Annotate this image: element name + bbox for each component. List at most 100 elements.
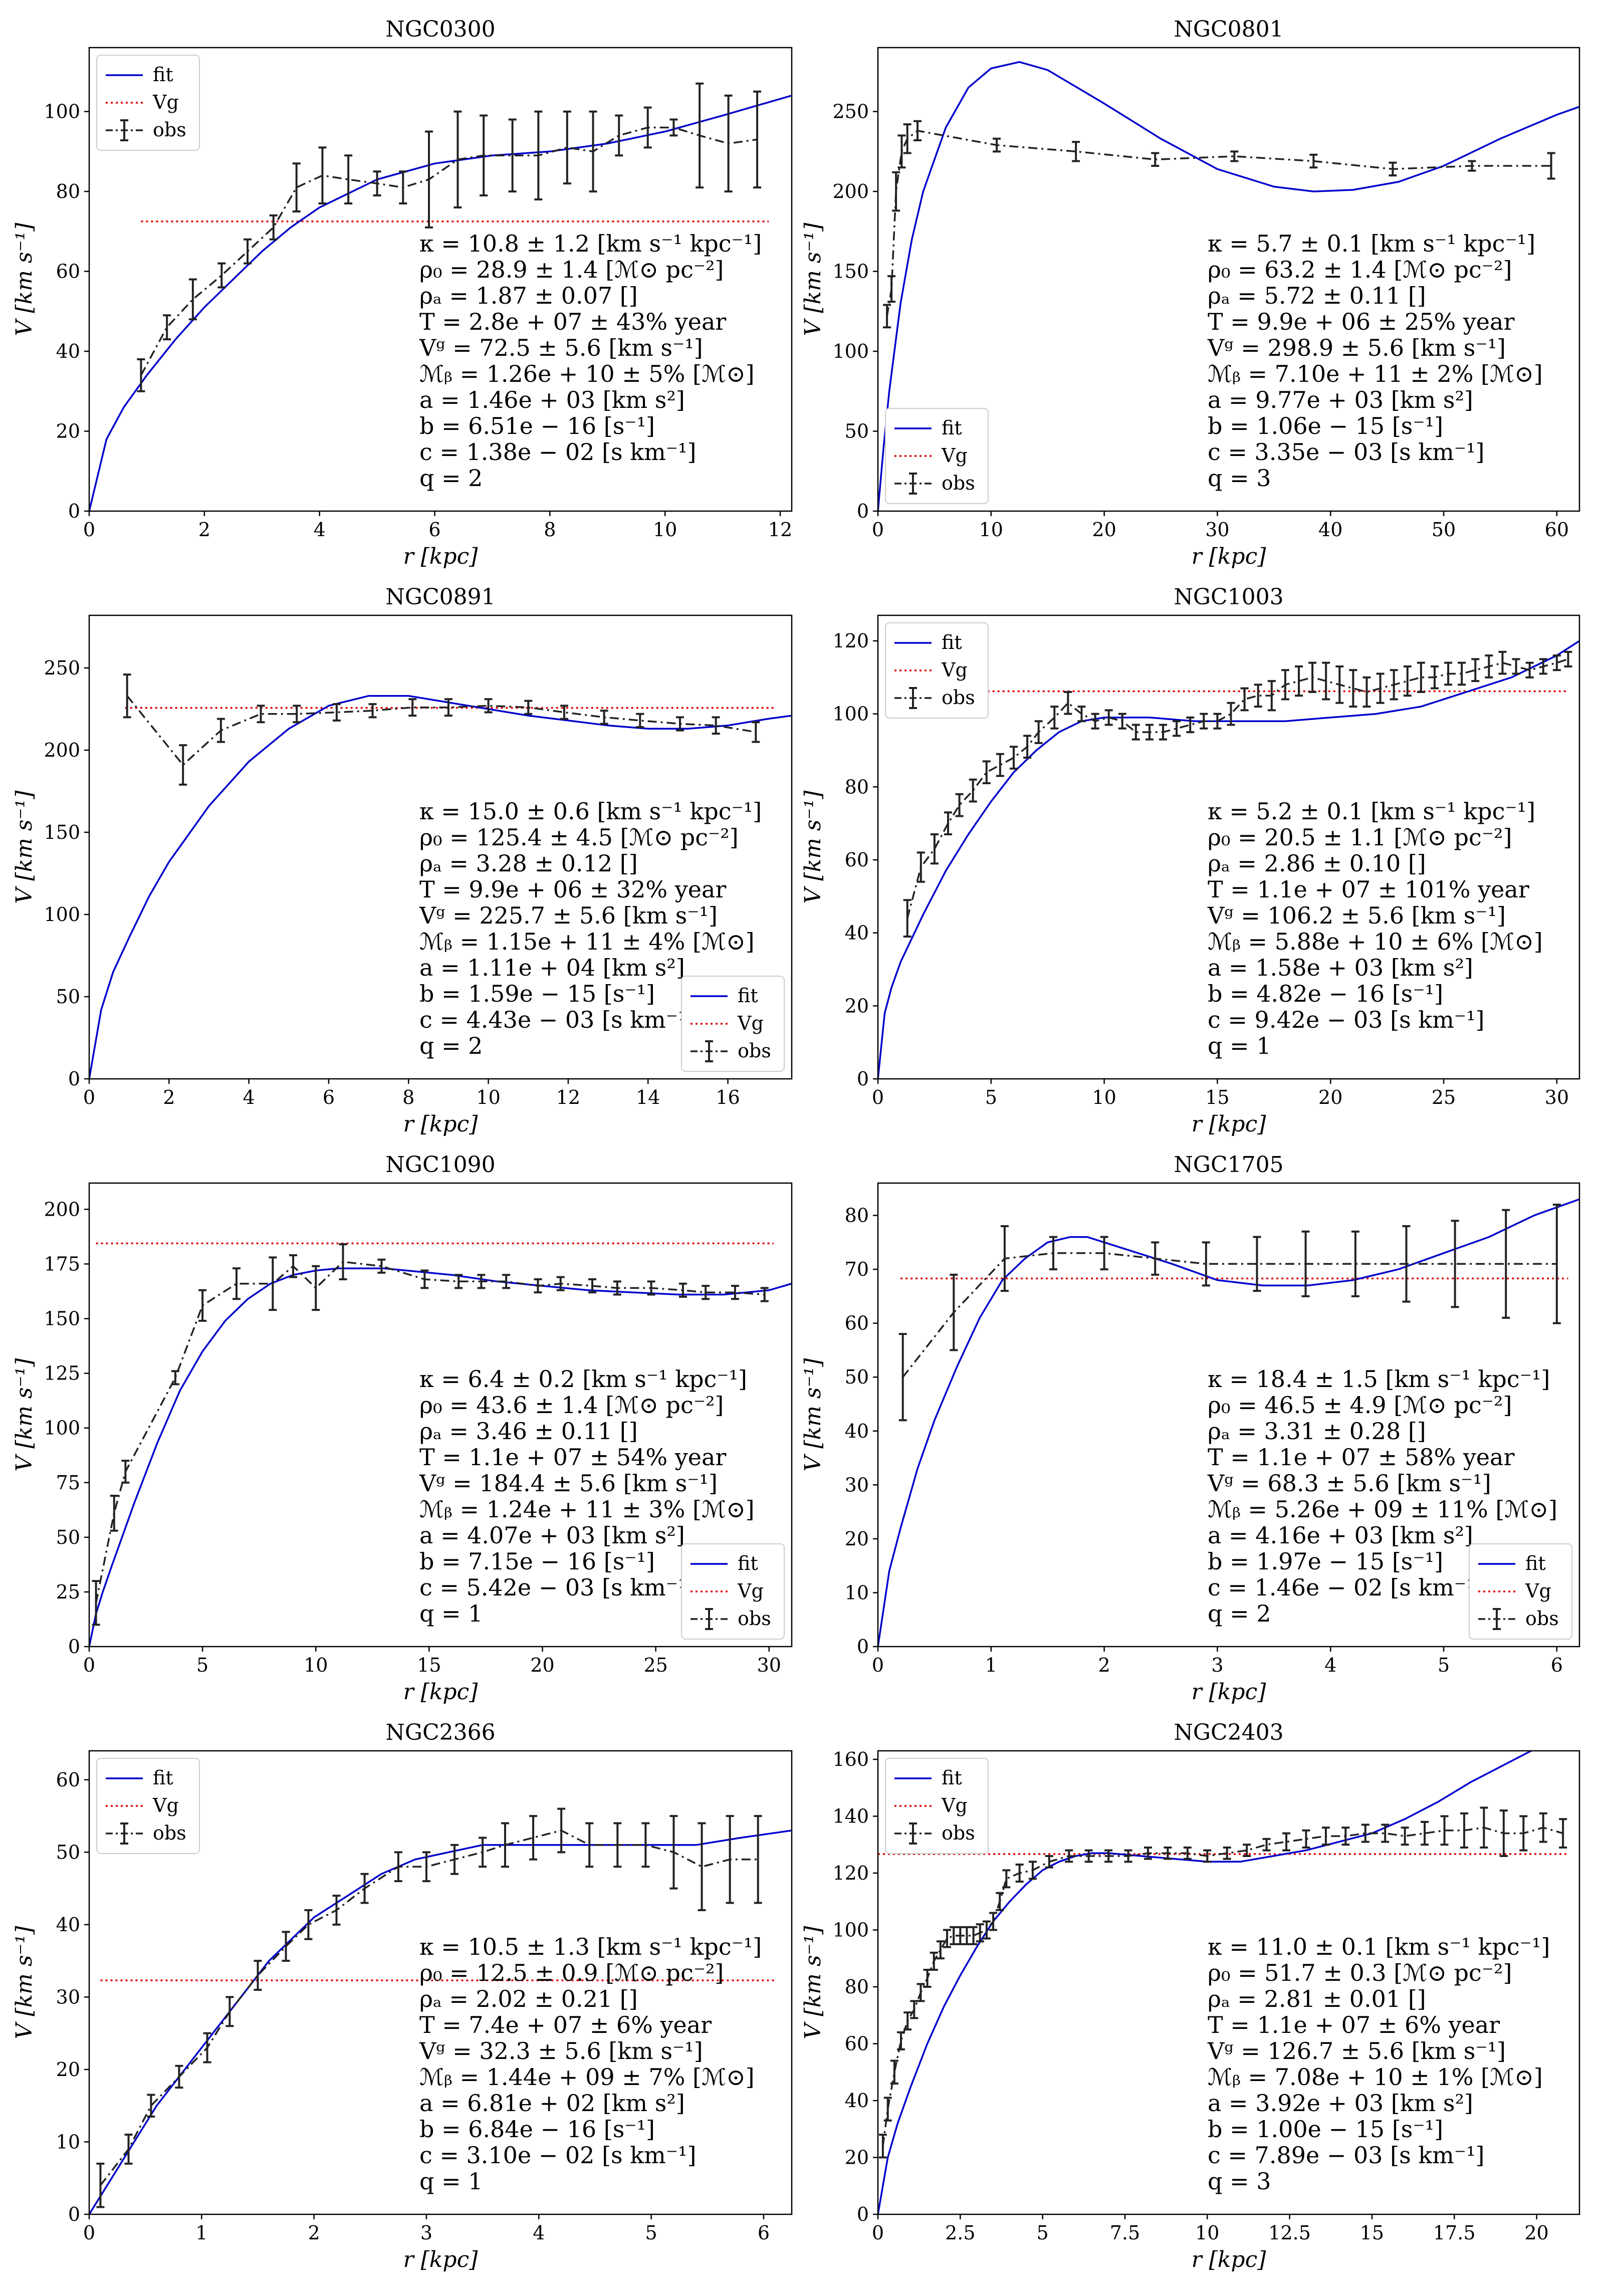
obs-errorbar xyxy=(613,1280,621,1296)
y-axis-label: V [km s⁻¹] xyxy=(12,222,37,336)
plot-frame xyxy=(877,614,1580,1080)
obs-errorbar xyxy=(1390,669,1398,701)
x-axis-label: r [kpc] xyxy=(403,1111,479,1137)
fit-parameter: a = 3.92e + 03 [km s²] xyxy=(1208,2090,1473,2117)
plot-frame xyxy=(88,614,793,1080)
obs-errorbar xyxy=(508,118,517,193)
plot-area xyxy=(89,1807,792,2214)
obs-errorbar xyxy=(647,1280,655,1296)
obs-errorbar xyxy=(898,1333,907,1422)
x-tick-label: 60 xyxy=(1545,519,1569,541)
obs-errorbar xyxy=(1213,713,1222,730)
obs-errorbar xyxy=(1430,665,1439,690)
x-tick-label: 8 xyxy=(402,1086,414,1108)
y-tick-label: 50 xyxy=(56,986,80,1008)
obs-errorbar xyxy=(1539,658,1547,675)
obs-errorbar xyxy=(1349,669,1357,708)
y-tick-label: 80 xyxy=(845,1976,869,1998)
obs-errorbar xyxy=(1309,153,1318,169)
plot-area xyxy=(89,1242,792,1647)
obs-errorbar xyxy=(1267,680,1276,712)
fit-parameter: c = 1.46e − 02 [s km⁻¹] xyxy=(1208,1574,1484,1601)
obs-errorbar xyxy=(312,1265,320,1311)
legend-vg-label: Vg xyxy=(941,1794,968,1816)
obs-errorbar xyxy=(1525,661,1534,678)
obs-errorbar xyxy=(1552,1204,1561,1324)
obs-errorbar xyxy=(293,705,301,724)
y-tick-label: 50 xyxy=(56,1526,80,1548)
obs-errorbar xyxy=(422,1851,430,1883)
y-axis-label: V [km s⁻¹] xyxy=(12,1358,37,1472)
fit-parameter: ℳᵦ = 1.24e + 11 ± 3% [ℳ⊙] xyxy=(419,1496,755,1523)
fit-parameter: b = 1.00e − 15 [s⁻¹] xyxy=(1208,2116,1443,2143)
fit-curve xyxy=(878,61,1579,511)
obs-errorbar xyxy=(425,130,433,228)
fit-parameters: κ = 10.5 ± 1.3 [km s⁻¹ kpc⁻¹]ρ₀ = 12.5 ±… xyxy=(419,1933,762,2195)
obs-errorbar xyxy=(454,1274,463,1289)
obs-errorbar xyxy=(1009,746,1018,770)
obs-errorbar xyxy=(477,1274,486,1289)
x-tick-label: 20 xyxy=(530,1654,554,1676)
fit-parameter: T = 7.4e + 07 ± 6% year xyxy=(419,2011,712,2038)
obs-errorbar xyxy=(883,2097,892,2122)
y-tick-label: 200 xyxy=(44,1198,80,1220)
fit-parameter: ρₐ = 3.31 ± 0.28 [] xyxy=(1208,1418,1426,1445)
x-tick-label: 25 xyxy=(643,1654,667,1676)
y-tick-label: 100 xyxy=(832,703,869,725)
chart-panel-7: NGC2403 0 2.5 5 7.5 10 12.5 15 17.5 20 0 20 40 60 80 10… xyxy=(800,1720,1580,2272)
fit-parameter: ρ₀ = 125.4 ± 4.5 [ℳ⊙ pc⁻²] xyxy=(419,824,739,851)
fit-parameter: T = 1.1e + 07 ± 54% year xyxy=(419,1444,726,1471)
obs-errorbar xyxy=(524,700,533,715)
fit-parameter: ρₐ = 2.86 ± 0.10 [] xyxy=(1208,850,1426,877)
x-tick-label: 10 xyxy=(304,1654,328,1676)
obs-errorbar xyxy=(589,110,597,193)
x-tick-label: 0 xyxy=(83,2222,95,2244)
x-tick-label: 5 xyxy=(196,1654,208,1676)
obs-line xyxy=(902,1252,1557,1378)
obs-errorbar xyxy=(955,793,964,817)
y-tick-label: 100 xyxy=(44,1417,80,1439)
obs-errorbar xyxy=(257,705,265,724)
obs-errorbar xyxy=(1282,1832,1291,1852)
obs-errorbar xyxy=(373,170,381,197)
obs-errorbar xyxy=(892,171,900,212)
y-tick-label: 40 xyxy=(845,922,869,944)
obs-errorbar xyxy=(887,275,896,303)
obs-errorbar xyxy=(890,2059,898,2085)
chart-panel-2: NGC0891 0 2 4 6 8 10 12 14 16 0 50 100 150 200 250 r [kp… xyxy=(12,584,793,1137)
fit-parameter: ρ₀ = 43.6 ± 1.4 [ℳ⊙ pc⁻²] xyxy=(419,1392,724,1419)
obs-line xyxy=(95,1261,765,1603)
obs-errorbar xyxy=(950,1273,958,1351)
obs-errorbar xyxy=(731,1285,739,1300)
obs-errorbar xyxy=(641,1822,650,1868)
x-tick-label: 20 xyxy=(1318,1086,1342,1108)
y-tick-label: 40 xyxy=(845,2090,869,2112)
y-tick-label: 120 xyxy=(832,630,869,652)
obs-errorbar xyxy=(944,811,952,836)
legend-obs-label: obs xyxy=(738,1040,771,1062)
x-tick-label: 10 xyxy=(1092,1086,1116,1108)
chart-title: NGC1090 xyxy=(385,1152,495,1178)
obs-errorbar xyxy=(897,134,906,169)
obs-errorbar xyxy=(1335,665,1344,704)
obs-errorbar xyxy=(1104,1849,1113,1863)
x-tick-label: 20 xyxy=(1524,2222,1548,2244)
obs-errorbar xyxy=(917,1983,925,2002)
x-tick-label: 8 xyxy=(544,519,556,541)
obs-errorbar xyxy=(1050,706,1059,730)
obs-errorbar xyxy=(203,2032,211,2063)
x-tick-label: 4 xyxy=(533,2222,545,2244)
y-axis-label: V [km s⁻¹] xyxy=(12,1926,37,2039)
plot-frame xyxy=(877,1750,1580,2215)
fit-parameter: b = 6.51e − 16 [s⁻¹] xyxy=(419,412,655,439)
legend-fit-label: fit xyxy=(738,985,758,1007)
fit-parameter: κ = 11.0 ± 0.1 [km s⁻¹ kpc⁻¹] xyxy=(1208,1933,1550,1960)
legend-obs-label: obs xyxy=(153,1822,186,1844)
obs-errorbar xyxy=(1151,152,1160,167)
obs-errorbar xyxy=(1376,672,1385,704)
x-axis-label: r [kpc] xyxy=(1192,1111,1267,1137)
obs-errorbar xyxy=(560,705,568,720)
y-tick-label: 10 xyxy=(56,2131,80,2153)
obs-errorbar xyxy=(216,718,225,743)
legend-obs-label: obs xyxy=(942,1822,975,1844)
